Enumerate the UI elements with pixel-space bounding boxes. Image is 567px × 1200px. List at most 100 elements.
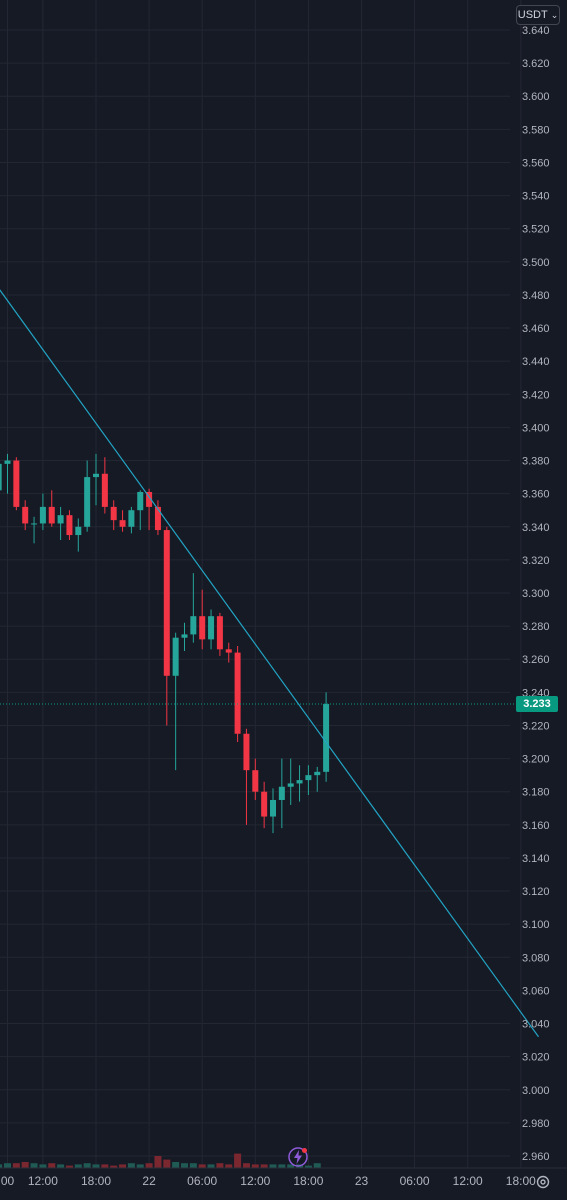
- chevron-down-icon: ⌄: [550, 9, 559, 20]
- candle-body: [110, 506, 117, 521]
- candle-body: [234, 652, 241, 734]
- time-tick-label: 12:00: [28, 1174, 58, 1188]
- price-axis: 3.640 3.620 3.600 3.580 3.560 3.540 3.520 3.500…: [522, 25, 550, 1163]
- candles: [0, 453, 330, 834]
- time-axis: 00 12:00 18:00 22 06:00 12:00 18:00 23 06:00 12:0…: [1, 1174, 536, 1188]
- candle-body: [146, 491, 153, 507]
- price-tick-label: 3.600: [522, 91, 550, 103]
- price-tick-label: 3.480: [522, 290, 550, 302]
- candle-body: [252, 770, 259, 792]
- candle-body: [172, 637, 179, 676]
- volume-bar: [65, 1165, 73, 1168]
- volume-bar: [57, 1164, 65, 1168]
- volume-bar: [189, 1163, 197, 1168]
- time-tick-label: 18:00: [506, 1174, 536, 1188]
- gear-icon[interactable]: [533, 1172, 553, 1192]
- price-tick-label: 3.180: [522, 787, 550, 799]
- price-tick-label: 3.280: [522, 621, 550, 633]
- candle-body: [101, 473, 108, 507]
- last-price-tag: 3.233: [516, 696, 558, 712]
- candle-body: [93, 473, 99, 478]
- price-tick-label: 3.380: [522, 456, 550, 468]
- volume-bar: [110, 1165, 118, 1168]
- candle-body: [31, 523, 38, 525]
- volume-bar: [101, 1164, 109, 1168]
- price-tick-label: 3.360: [522, 489, 550, 501]
- candle-body: [278, 786, 285, 800]
- price-tick-label: 3.060: [522, 985, 550, 997]
- volume-bar: [251, 1164, 259, 1168]
- volume-bar: [163, 1159, 171, 1168]
- volume-bars: [0, 1153, 321, 1168]
- volume-bar: [207, 1164, 215, 1168]
- price-tick-label: 2.980: [522, 1118, 550, 1130]
- candle-body: [163, 530, 170, 676]
- price-tick-label: 3.340: [522, 522, 550, 534]
- currency-selector[interactable]: USDT ⌄: [516, 5, 560, 25]
- price-tick-label: 3.040: [522, 1019, 550, 1031]
- grid-lines: [0, 0, 522, 1168]
- volume-bar: [287, 1164, 295, 1168]
- price-tick-label: 3.020: [522, 1052, 550, 1064]
- price-tick-label: 3.440: [522, 356, 550, 368]
- candle-body: [48, 506, 55, 524]
- last-price-value: 3.233: [523, 698, 551, 710]
- time-tick-label: 00: [1, 1174, 15, 1188]
- price-tick-label: 3.520: [522, 224, 550, 236]
- candle-body: [0, 463, 2, 491]
- time-tick-label: 12:00: [453, 1174, 483, 1188]
- candle-body: [13, 460, 20, 507]
- volume-bar: [136, 1164, 144, 1168]
- price-tick-label: 3.160: [522, 820, 550, 832]
- price-tick-label: 3.200: [522, 754, 550, 766]
- price-tick-label: 3.000: [522, 1085, 550, 1097]
- volume-bar: [225, 1164, 233, 1168]
- volume-bar: [172, 1162, 180, 1168]
- candle-body: [208, 616, 215, 640]
- candle-body: [154, 506, 161, 531]
- volume-bar: [119, 1164, 127, 1168]
- price-tick-label: 3.640: [522, 25, 550, 37]
- time-tick-label: 12:00: [240, 1174, 270, 1188]
- candle-body: [323, 703, 330, 772]
- volume-bar: [74, 1164, 82, 1168]
- candle-body: [181, 634, 188, 638]
- volume-bar: [48, 1163, 56, 1168]
- trendline[interactable]: [0, 288, 539, 1038]
- volume-bar: [145, 1163, 153, 1168]
- candle-body: [190, 616, 197, 635]
- price-tick-label: 3.300: [522, 588, 550, 600]
- price-tick-label: 3.120: [522, 886, 550, 898]
- price-tick-label: 3.260: [522, 654, 550, 666]
- lightning-icon[interactable]: [287, 1146, 309, 1168]
- price-tick-label: 2.960: [522, 1151, 550, 1163]
- volume-bar: [260, 1164, 268, 1168]
- candle-body: [84, 477, 91, 527]
- candle-body: [137, 491, 144, 511]
- volume-bar: [181, 1163, 188, 1168]
- volume-bar: [304, 1165, 312, 1168]
- volume-bar: [83, 1163, 91, 1168]
- time-tick-label: 23: [355, 1174, 369, 1188]
- volume-bar: [234, 1153, 242, 1168]
- price-tick-label: 3.220: [522, 720, 550, 732]
- candle-body: [296, 780, 303, 784]
- candle-body: [216, 616, 223, 650]
- price-tick-label: 3.500: [522, 257, 550, 269]
- time-tick-label: 22: [142, 1174, 156, 1188]
- price-tick-label: 3.560: [522, 157, 550, 169]
- candle-body: [4, 460, 11, 464]
- price-tick-label: 3.420: [522, 389, 550, 401]
- candle-body: [22, 506, 29, 524]
- price-tick-label: 3.320: [522, 555, 550, 567]
- volume-bar: [269, 1164, 277, 1168]
- volume-bar: [198, 1164, 206, 1168]
- volume-bar: [0, 1164, 3, 1168]
- candle-body: [66, 515, 73, 536]
- volume-bar: [92, 1164, 100, 1168]
- price-tick-label: 3.620: [522, 58, 550, 70]
- candle-body: [305, 775, 312, 781]
- candle-body: [225, 649, 232, 653]
- currency-label: USDT: [517, 9, 548, 21]
